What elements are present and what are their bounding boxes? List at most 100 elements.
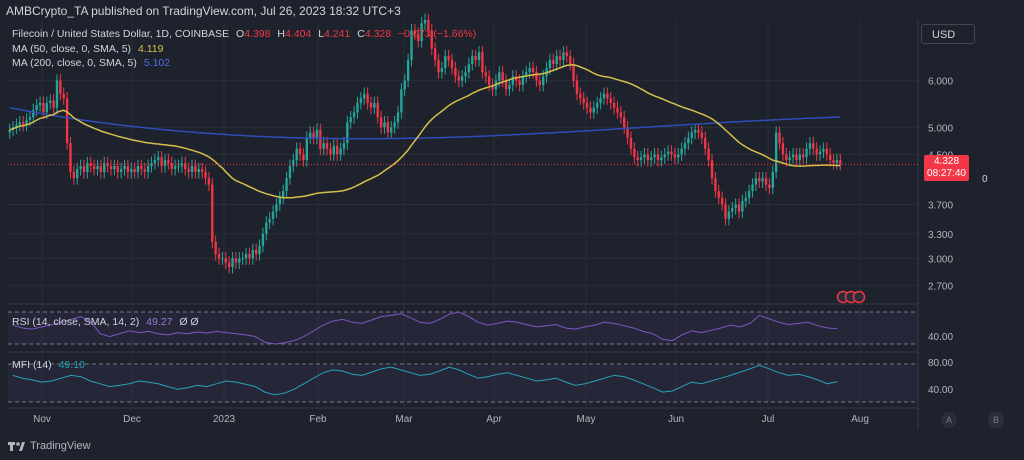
candle-body bbox=[420, 23, 423, 42]
candle-body bbox=[741, 201, 744, 212]
candle-body bbox=[42, 102, 45, 113]
candle-body bbox=[190, 166, 194, 173]
mfi-legend[interactable]: MFI (14) 49.10 bbox=[12, 359, 89, 371]
candle-body bbox=[788, 157, 791, 161]
candle-body bbox=[336, 145, 339, 155]
ma50-value: 4.119 bbox=[137, 43, 164, 55]
candle-body bbox=[403, 80, 406, 90]
candle-body bbox=[238, 258, 241, 263]
candle-body bbox=[717, 191, 720, 198]
candle-body bbox=[150, 163, 153, 167]
candle-body bbox=[791, 154, 795, 158]
candle-body bbox=[254, 249, 258, 255]
candle-body bbox=[440, 68, 444, 73]
candle-body bbox=[589, 107, 592, 113]
candle-body bbox=[282, 191, 285, 198]
candle-body bbox=[460, 76, 464, 81]
candle-body bbox=[501, 72, 504, 81]
candle-body bbox=[305, 137, 309, 161]
candle-body bbox=[417, 33, 420, 42]
candle-body bbox=[646, 154, 650, 161]
currency-selector[interactable]: USD bbox=[921, 24, 975, 44]
candle-body bbox=[737, 204, 741, 212]
candle-body bbox=[89, 163, 92, 167]
candle-body bbox=[585, 102, 589, 108]
candle-body bbox=[558, 56, 562, 61]
candle-body bbox=[660, 157, 663, 161]
candle-body bbox=[552, 60, 555, 65]
candle-body bbox=[808, 143, 812, 149]
candle-body bbox=[481, 52, 484, 73]
candle-body bbox=[325, 143, 329, 149]
candle-body bbox=[332, 145, 336, 155]
candle-body bbox=[822, 148, 825, 152]
candle-body bbox=[720, 197, 724, 205]
candle-body bbox=[366, 93, 369, 103]
candle-body bbox=[180, 163, 184, 167]
candle-body bbox=[579, 93, 582, 99]
time-tick-label: Aug bbox=[851, 414, 869, 425]
candle-body bbox=[582, 98, 585, 103]
candle-body bbox=[643, 154, 646, 158]
candle-body bbox=[231, 258, 234, 268]
candle-body bbox=[569, 56, 572, 65]
candle-body bbox=[369, 102, 373, 108]
ma50-legend[interactable]: MA (50, close, 0, SMA, 5) 4.119 bbox=[12, 43, 167, 55]
time-tick-label: Nov bbox=[33, 414, 51, 425]
ma50-label: MA (50, close, 0, SMA, 5) bbox=[12, 43, 132, 55]
candle-body bbox=[184, 163, 187, 170]
candle-body bbox=[805, 148, 808, 158]
candle-body bbox=[629, 137, 633, 149]
b-button[interactable]: B bbox=[988, 412, 1004, 428]
candle-body bbox=[234, 258, 238, 263]
candle-body bbox=[599, 98, 602, 103]
candle-body bbox=[538, 80, 541, 85]
ma200-legend[interactable]: MA (200, close, 0, SMA, 5) 5.102 bbox=[12, 57, 174, 69]
candle-body bbox=[126, 166, 130, 173]
mfi-line bbox=[12, 364, 838, 396]
candle-body bbox=[636, 157, 639, 161]
candle-body bbox=[103, 163, 106, 173]
candle-body bbox=[548, 60, 552, 69]
candle-body bbox=[572, 64, 575, 81]
candle-body bbox=[386, 122, 390, 133]
candle-body bbox=[25, 119, 28, 125]
candle-body bbox=[444, 56, 447, 69]
candle-body bbox=[157, 157, 160, 161]
candle-body bbox=[346, 122, 349, 144]
candle-body bbox=[173, 166, 177, 170]
tradingview-logo-icon bbox=[8, 442, 25, 451]
rsi-legend[interactable]: RSI (14, close, SMA, 14, 2) 49.27 Ø Ø bbox=[12, 316, 203, 328]
candle-body bbox=[518, 80, 521, 85]
candle-body bbox=[79, 166, 82, 170]
candle-body bbox=[298, 148, 302, 155]
candle-body bbox=[207, 178, 211, 185]
candle-body bbox=[329, 148, 332, 155]
candle-body bbox=[113, 166, 116, 170]
last-price-badge: 4.328 08:27:40 bbox=[924, 155, 969, 181]
candle-body bbox=[731, 208, 734, 212]
candle-body bbox=[785, 154, 788, 161]
candle-body bbox=[76, 169, 79, 179]
candle-body bbox=[430, 30, 433, 49]
candle-body bbox=[217, 254, 221, 259]
candle-body bbox=[612, 102, 616, 108]
ma200-value: 5.102 bbox=[143, 57, 171, 69]
candle-body bbox=[292, 160, 295, 167]
candle-body bbox=[187, 169, 190, 173]
candle-body bbox=[724, 204, 727, 219]
candle-body bbox=[633, 148, 636, 158]
candle-body bbox=[140, 166, 143, 170]
candle-body bbox=[248, 254, 251, 259]
time-tick-label: Apr bbox=[486, 414, 502, 425]
candle-body bbox=[839, 160, 842, 165]
publisher-header: AMBCrypto_TA published on TradingView.co… bbox=[6, 4, 401, 18]
candle-body bbox=[200, 169, 204, 173]
candle-body bbox=[508, 84, 511, 90]
candle-body bbox=[363, 93, 366, 99]
candle-body bbox=[602, 93, 606, 99]
auto-scale-button[interactable]: A bbox=[941, 412, 957, 428]
candle-body bbox=[484, 72, 487, 77]
candle-body bbox=[609, 98, 612, 103]
